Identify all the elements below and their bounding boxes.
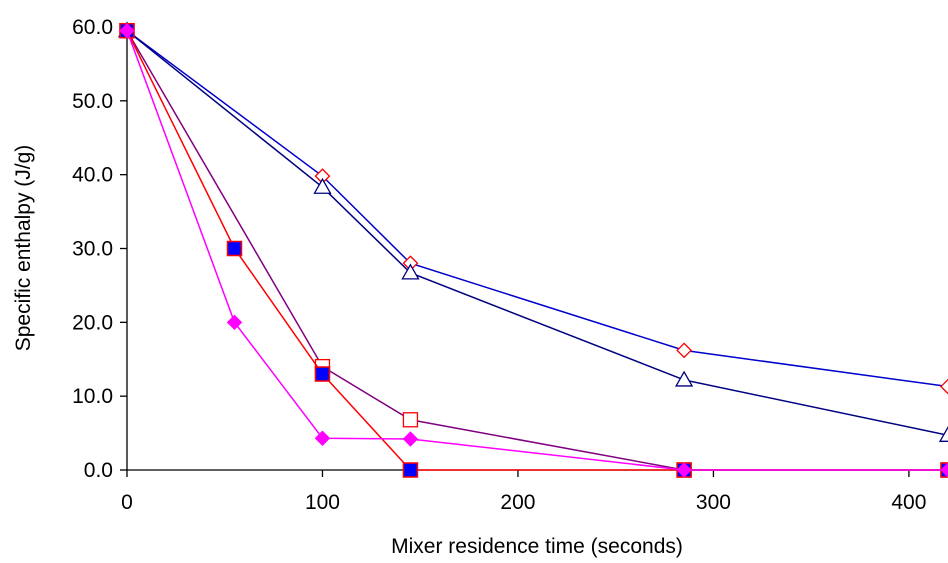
series-line	[126, 30, 948, 388]
data-point	[314, 366, 331, 382]
data-point	[674, 370, 694, 387]
y-tick-label: 0.0	[84, 459, 113, 482]
x-tick-label: 200	[500, 491, 535, 514]
y-tick-label: 10.0	[72, 385, 113, 408]
y-tick-label: 30.0	[72, 238, 113, 261]
series-line	[126, 30, 948, 471]
data-point	[938, 425, 948, 442]
x-axis-title: Mixer residence time (seconds)	[391, 535, 683, 558]
data-point	[676, 462, 692, 478]
data-point	[119, 22, 135, 39]
data-point	[940, 378, 948, 395]
x-tick-label: 0	[121, 491, 133, 514]
series-layer	[117, 21, 948, 478]
y-axis-title: Specific enthalpy (J/g)	[12, 145, 35, 352]
data-point	[402, 462, 419, 478]
series-line	[126, 30, 948, 471]
data-point	[226, 240, 243, 257]
y-tick-label: 50.0	[72, 90, 113, 113]
data-point	[313, 177, 332, 194]
y-tick-label: 60.0	[72, 16, 113, 39]
data-point	[314, 430, 331, 446]
data-point	[676, 342, 693, 359]
data-point	[402, 431, 419, 447]
data-point	[226, 314, 243, 331]
y-tick-label: 20.0	[72, 311, 113, 334]
series-5	[119, 22, 948, 478]
data-point	[401, 263, 420, 280]
series-line	[126, 30, 948, 471]
series-line	[126, 30, 948, 437]
y-tick-label: 40.0	[72, 164, 113, 187]
x-tick-label: 400	[891, 491, 926, 514]
tick-labels: 0.0 10.0 20.0 30.0 40.0 50.0 60.0 0 100 200 300 400	[72, 16, 926, 514]
data-point	[402, 412, 419, 428]
series-1	[119, 22, 948, 395]
x-tick-label: 300	[696, 491, 731, 514]
x-tick-label: 100	[305, 491, 340, 514]
data-point	[940, 462, 948, 478]
